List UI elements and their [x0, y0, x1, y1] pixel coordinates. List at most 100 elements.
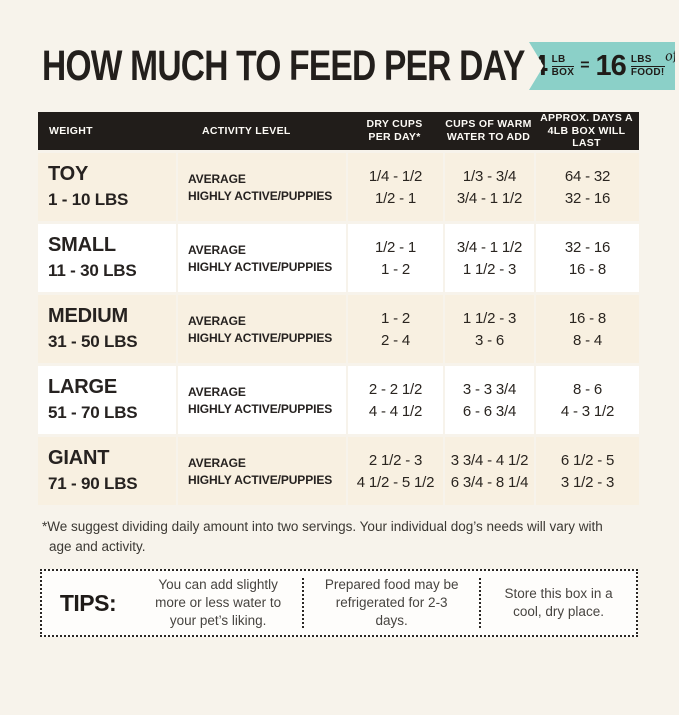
water-average: 1/3 - 3/4	[462, 167, 517, 185]
dry-cups-cell: 1 - 2 2 - 4	[346, 295, 443, 363]
tips-divider	[479, 578, 482, 629]
dry-cups-active: 2 - 4	[380, 331, 410, 349]
dry-cups-cell: 1/4 - 1/2 1/2 - 1	[346, 153, 443, 221]
days-average: 64 - 32	[564, 167, 611, 185]
tip-refrigerate: Prepared food may be refrigerated for 2-…	[324, 576, 459, 629]
activity-highly-active: HIGHLY ACTIVE/PUPPIES	[188, 401, 333, 416]
warm-water-cell: 3/4 - 1 1/2 1 1/2 - 3	[443, 224, 534, 292]
days-last-cell: 16 - 8 8 - 4	[534, 295, 639, 363]
activity-cell: AVERAGE HIGHLY ACTIVE/PUPPIES	[176, 437, 346, 505]
activity-cell: AVERAGE HIGHLY ACTIVE/PUPPIES	[176, 153, 346, 221]
water-average: 3/4 - 1 1/2	[456, 238, 523, 256]
table-row-toy: TOY 1 - 10 LBS AVERAGE HIGHLY ACTIVE/PUP…	[38, 153, 639, 221]
water-active: 3 - 6	[474, 331, 504, 349]
tip-water-adjust: You can add slightly more or less water …	[155, 576, 282, 629]
dry-cups-active: 1/2 - 1	[374, 189, 417, 207]
header-days-line1: APPROX. DAYS A	[540, 112, 633, 125]
activity-average: AVERAGE	[188, 384, 246, 399]
weight-name: GIANT	[48, 447, 110, 469]
feeding-table: WEIGHT ACTIVITY LEVEL DRY CUPS PER DAY* …	[38, 112, 639, 505]
warm-water-cell: 1/3 - 3/4 3/4 - 1 1/2	[443, 153, 534, 221]
header-days-line2: 4LB BOX WILL LAST	[547, 124, 626, 150]
activity-cell: AVERAGE HIGHLY ACTIVE/PUPPIES	[176, 295, 346, 363]
water-active: 6 - 6 3/4	[462, 402, 517, 420]
weight-range: 31 - 50 LBS	[48, 332, 138, 351]
days-active: 8 - 4	[572, 331, 602, 349]
activity-highly-active: HIGHLY ACTIVE/PUPPIES	[188, 188, 333, 203]
badge-unit-food: FOOD!	[630, 66, 665, 78]
water-active: 3/4 - 1 1/2	[456, 189, 523, 207]
badge-qty-16: 16	[595, 49, 627, 82]
weight-name: TOY	[48, 163, 89, 185]
dry-cups-average: 2 1/2 - 3	[368, 451, 423, 469]
days-average: 32 - 16	[564, 238, 611, 256]
dry-cups-average: 2 - 2 1/2	[368, 380, 423, 398]
badge-of-word: of	[663, 47, 679, 65]
activity-cell: AVERAGE HIGHLY ACTIVE/PUPPIES	[176, 224, 346, 292]
water-active: 1 1/2 - 3	[462, 260, 517, 278]
days-active: 32 - 16	[564, 189, 611, 207]
weight-range: 71 - 90 LBS	[48, 474, 138, 493]
days-last-cell: 8 - 6 4 - 3 1/2	[534, 366, 639, 434]
column-header-warm-water: CUPS OF WARM WATER TO ADD	[443, 118, 534, 143]
table-row-giant: GIANT 71 - 90 LBS AVERAGE HIGHLY ACTIVE/…	[38, 437, 639, 505]
days-last-cell: 32 - 16 16 - 8	[534, 224, 639, 292]
warm-water-cell: 3 3/4 - 4 1/2 6 3/4 - 8 1/4	[443, 437, 534, 505]
water-average: 1 1/2 - 3	[462, 309, 517, 327]
header-drycups-line2: PER DAY*	[368, 131, 421, 143]
days-active: 3 1/2 - 3	[560, 473, 615, 491]
activity-highly-active: HIGHLY ACTIVE/PUPPIES	[188, 330, 333, 345]
header-water-line1: CUPS OF WARM	[445, 118, 532, 131]
activity-average: AVERAGE	[188, 242, 246, 257]
dry-cups-cell: 2 - 2 1/2 4 - 4 1/2	[346, 366, 443, 434]
days-last-cell: 6 1/2 - 5 3 1/2 - 3	[534, 437, 639, 505]
weight-cell: MEDIUM 31 - 50 LBS	[38, 295, 176, 363]
tip-storage: Store this box in a cool, dry place.	[504, 585, 613, 620]
weight-name: SMALL	[48, 234, 116, 256]
days-active: 4 - 3 1/2	[560, 402, 615, 420]
weight-cell: LARGE 51 - 70 LBS	[38, 366, 176, 434]
weight-cell: SMALL 11 - 30 LBS	[38, 224, 176, 292]
badge-equals-sign: =	[580, 57, 590, 74]
page-title: HOW MUCH TO FEED PER DAY	[42, 42, 525, 90]
header-activity-line1: ACTIVITY LEVEL	[202, 124, 291, 137]
dry-cups-average: 1/2 - 1	[374, 238, 417, 256]
badge-unit-lb-box: LB BOX	[551, 54, 575, 79]
weight-range: 51 - 70 LBS	[48, 403, 138, 422]
header-weight-line1: WEIGHT	[49, 124, 93, 137]
warm-water-cell: 3 - 3 3/4 6 - 6 3/4	[443, 366, 534, 434]
weight-range: 11 - 30 LBS	[48, 261, 137, 280]
activity-average: AVERAGE	[188, 171, 246, 186]
days-average: 6 1/2 - 5	[560, 451, 615, 469]
water-active: 6 3/4 - 8 1/4	[450, 473, 529, 491]
tips-label: TIPS:	[59, 589, 117, 616]
days-active: 16 - 8	[568, 260, 607, 278]
water-average: 3 - 3 3/4	[462, 380, 517, 398]
footnote: *We suggest dividing daily amount into t…	[42, 519, 603, 554]
column-header-days-last: APPROX. DAYS A 4LB BOX WILL LAST	[534, 112, 639, 150]
days-average: 8 - 6	[572, 380, 602, 398]
table-row-small: SMALL 11 - 30 LBS AVERAGE HIGHLY ACTIVE/…	[38, 224, 639, 292]
table-row-medium: MEDIUM 31 - 50 LBS AVERAGE HIGHLY ACTIVE…	[38, 295, 639, 363]
days-last-cell: 64 - 32 32 - 16	[534, 153, 639, 221]
days-average: 16 - 8	[568, 309, 607, 327]
weight-cell: GIANT 71 - 90 LBS	[38, 437, 176, 505]
dry-cups-active: 4 1/2 - 5 1/2	[356, 473, 435, 491]
water-average: 3 3/4 - 4 1/2	[450, 451, 529, 469]
equivalence-badge: 4 LB BOX = 16 LBS FOOD! of	[529, 42, 675, 90]
weight-name: LARGE	[48, 376, 118, 398]
activity-highly-active: HIGHLY ACTIVE/PUPPIES	[188, 472, 333, 487]
weight-name: MEDIUM	[48, 305, 128, 327]
activity-cell: AVERAGE HIGHLY ACTIVE/PUPPIES	[176, 366, 346, 434]
column-header-weight: WEIGHT	[38, 125, 176, 138]
header-water-line2: WATER TO ADD	[446, 131, 531, 143]
dry-cups-cell: 2 1/2 - 3 4 1/2 - 5 1/2	[346, 437, 443, 505]
dry-cups-active: 1 - 2	[380, 260, 410, 278]
table-header-row: WEIGHT ACTIVITY LEVEL DRY CUPS PER DAY* …	[38, 112, 639, 150]
weight-cell: TOY 1 - 10 LBS	[38, 153, 176, 221]
tips-divider	[302, 578, 305, 629]
badge-unit-box: BOX	[551, 66, 575, 78]
activity-average: AVERAGE	[188, 455, 246, 470]
table-row-large: LARGE 51 - 70 LBS AVERAGE HIGHLY ACTIVE/…	[38, 366, 639, 434]
activity-highly-active: HIGHLY ACTIVE/PUPPIES	[188, 259, 333, 274]
